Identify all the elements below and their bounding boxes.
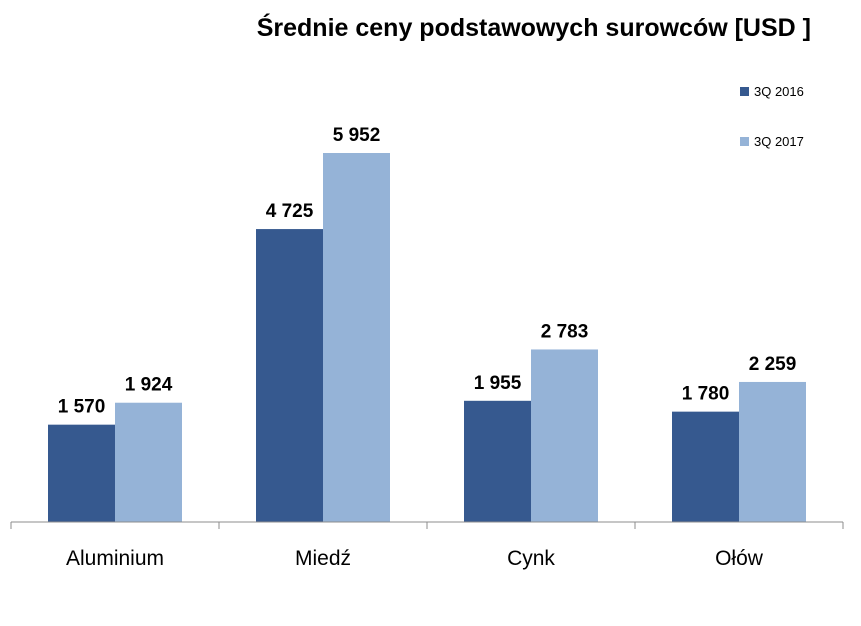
- x-tick-label-2: Miedź: [295, 547, 351, 570]
- legend-label-series-1: 3Q 2016: [754, 84, 804, 99]
- bar-miedź-series-2: [323, 153, 390, 522]
- x-tick-label-1: Aluminium: [66, 547, 164, 570]
- bar-ołów-series-2: [739, 381, 806, 522]
- data-label-miedź-series-1: 4 725: [266, 201, 314, 222]
- legend-item-series-2: 3Q 2017: [740, 134, 804, 149]
- data-label-miedź-series-2: 5 952: [333, 125, 381, 146]
- data-label-aluminium-series-2: 1 924: [125, 375, 173, 396]
- legend-item-series-1: 3Q 2016: [740, 84, 804, 99]
- bar-ołów-series-1: [672, 411, 739, 522]
- chart-title: Średnie ceny podstawowych surowców [USD …: [256, 14, 811, 42]
- legend-swatch-series-2: [740, 137, 749, 146]
- bar-miedź-series-1: [256, 229, 323, 523]
- bar-cynk-series-1: [464, 400, 531, 522]
- data-label-aluminium-series-1: 1 570: [58, 397, 106, 418]
- x-tick-label-3: Cynk: [507, 547, 555, 570]
- x-tick-label-4: Ołów: [715, 547, 764, 570]
- bar-aluminium-series-2: [115, 402, 182, 522]
- data-label-cynk-series-2: 2 783: [541, 321, 589, 342]
- bar-aluminium-series-1: [48, 424, 115, 522]
- legend-swatch-series-1: [740, 87, 749, 96]
- bar-cynk-series-2: [531, 349, 598, 522]
- data-label-cynk-series-1: 1 955: [474, 373, 522, 394]
- data-label-ołów-series-1: 1 780: [682, 384, 730, 405]
- legend-label-series-2: 3Q 2017: [754, 134, 804, 149]
- data-label-ołów-series-2: 2 259: [749, 354, 797, 375]
